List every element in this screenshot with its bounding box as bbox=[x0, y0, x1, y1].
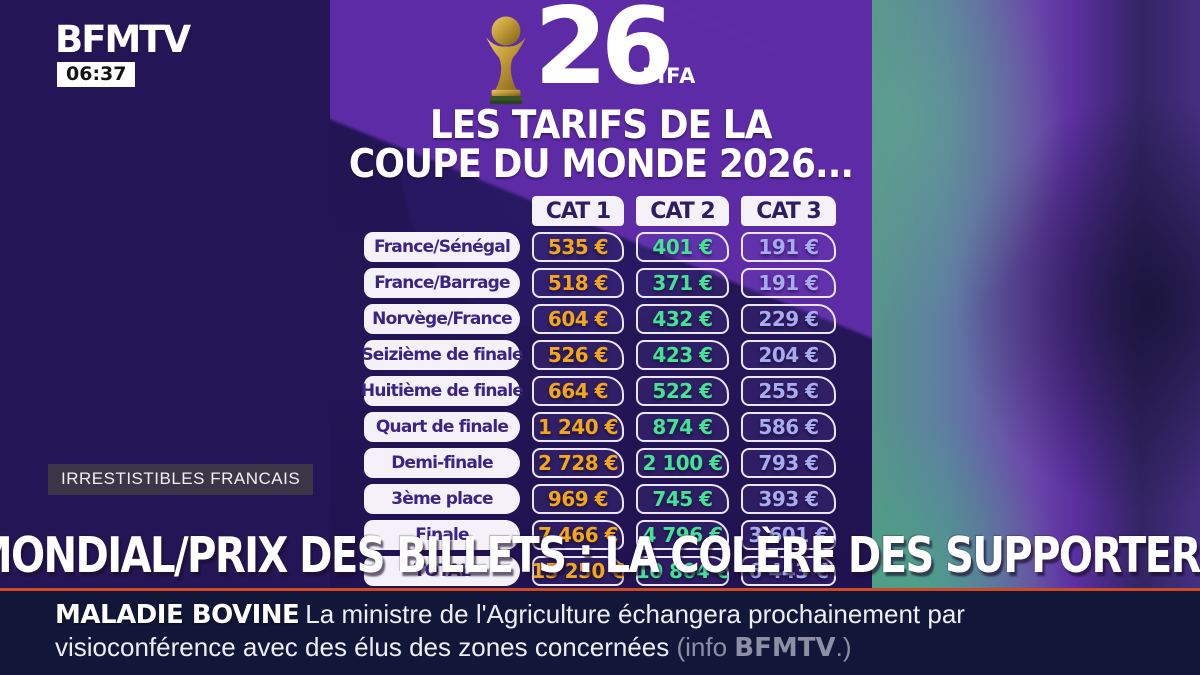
price-cell-cat1: 7 466 € bbox=[532, 520, 624, 550]
price-cell-cat2: 401 € bbox=[636, 232, 729, 262]
price-cell-cat1: 969 € bbox=[532, 484, 624, 514]
price-cell-cat1: 664 € bbox=[532, 376, 624, 406]
ticker-text: La ministre de l'Agriculture échangera p… bbox=[55, 599, 965, 662]
ticker-info: (info BFMTV.) bbox=[676, 632, 852, 663]
col-header-cat2: CAT 2 bbox=[636, 196, 729, 226]
row-label: Quart de finale bbox=[364, 412, 520, 442]
price-cell-cat2: 432 € bbox=[636, 304, 729, 334]
ticker-content: MALADIE BOVINE La ministre de l'Agricultu… bbox=[55, 598, 1040, 664]
row-label: 3ème place bbox=[364, 484, 520, 514]
price-cell-cat3: 6 443 € bbox=[741, 556, 836, 586]
row-label: Finale bbox=[364, 520, 520, 550]
price-cell-cat3: 191 € bbox=[741, 232, 836, 262]
row-label: France/Sénégal bbox=[364, 232, 520, 262]
price-cell-cat2: 423 € bbox=[636, 340, 729, 370]
price-cell-cat2: 2 100 € bbox=[636, 448, 729, 478]
price-cell-cat1: 526 € bbox=[532, 340, 624, 370]
infographic-title-line1: LES TARIFS DE LA bbox=[430, 103, 773, 148]
price-cell-cat2: 745 € bbox=[636, 484, 729, 514]
price-cell-cat2: 10 804 € bbox=[636, 556, 730, 586]
ticker-tag: MALADIE BOVINE bbox=[55, 600, 300, 630]
price-cell-cat3: 3 601 € bbox=[741, 520, 836, 550]
fifa26-logo: 26 FIFA bbox=[478, 0, 738, 106]
price-cell-cat1: 518 € bbox=[532, 268, 624, 298]
program-tag: IRRESTISTIBLES FRANCAIS bbox=[48, 464, 314, 495]
price-cell-cat1: 15 250 € bbox=[531, 556, 625, 586]
price-cell-cat2: 371 € bbox=[636, 268, 729, 298]
row-label: France/Barrage bbox=[364, 268, 520, 298]
ticker-info-brand: BFMTV bbox=[734, 633, 836, 663]
news-ticker: MALADIE BOVINE La ministre de l'Agricultu… bbox=[0, 588, 1200, 675]
studio-background-right bbox=[872, 0, 1200, 675]
price-cell-cat3: 793 € bbox=[741, 448, 836, 478]
price-cell-cat3: 204 € bbox=[741, 340, 836, 370]
col-header-cat1: CAT 1 bbox=[532, 196, 624, 226]
tariffs-infographic: 26 FIFA LES TARIFS DE LA COUPE DU MONDE … bbox=[330, 0, 872, 592]
price-cell-cat1: 535 € bbox=[532, 232, 624, 262]
price-cell-cat3: 255 € bbox=[741, 376, 836, 406]
headline-banner: MONDIAL/PRIX DES BILLETS : LA COLÈRE DES… bbox=[0, 522, 1200, 588]
row-label: Huitième de finale bbox=[361, 376, 524, 406]
price-cell-cat2: 522 € bbox=[636, 376, 729, 406]
price-cell-cat3: 393 € bbox=[741, 484, 836, 514]
price-cell-cat1: 604 € bbox=[532, 304, 624, 334]
fifa-wordmark: FIFA bbox=[642, 64, 697, 88]
headline-text: MONDIAL/PRIX DES BILLETS : LA COLÈRE DES… bbox=[0, 526, 1200, 584]
price-table: CAT 1 CAT 2 CAT 3 France/Sénégal 535 € 4… bbox=[361, 196, 836, 586]
clock: 06:37 bbox=[57, 62, 136, 87]
price-cell-cat3: 229 € bbox=[741, 304, 836, 334]
price-cell-cat3: 586 € bbox=[741, 412, 836, 442]
price-cell-cat3: 191 € bbox=[741, 268, 836, 298]
channel-bug: BFMTV 06:37 bbox=[55, 18, 191, 87]
world-cup-trophy-icon bbox=[486, 16, 526, 105]
row-label: Demi-finale bbox=[364, 448, 520, 478]
row-label: Norvège/France bbox=[364, 304, 520, 334]
bfmtv-logo: BFMTV bbox=[55, 18, 191, 61]
price-cell-cat2: 4 796 € bbox=[636, 520, 729, 550]
row-label: TOTAL bbox=[364, 556, 520, 586]
col-header-cat3: CAT 3 bbox=[741, 196, 836, 226]
row-label: Seizième de finale bbox=[361, 340, 524, 370]
price-cell-cat1: 1 240 € bbox=[532, 412, 624, 442]
infographic-title-line2: COUPE DU MONDE 2026... bbox=[348, 142, 854, 187]
logo-26-numerals: 26 bbox=[534, 0, 674, 108]
price-cell-cat1: 2 728 € bbox=[532, 448, 624, 478]
header-spacer bbox=[364, 196, 520, 226]
price-cell-cat2: 874 € bbox=[636, 412, 729, 442]
